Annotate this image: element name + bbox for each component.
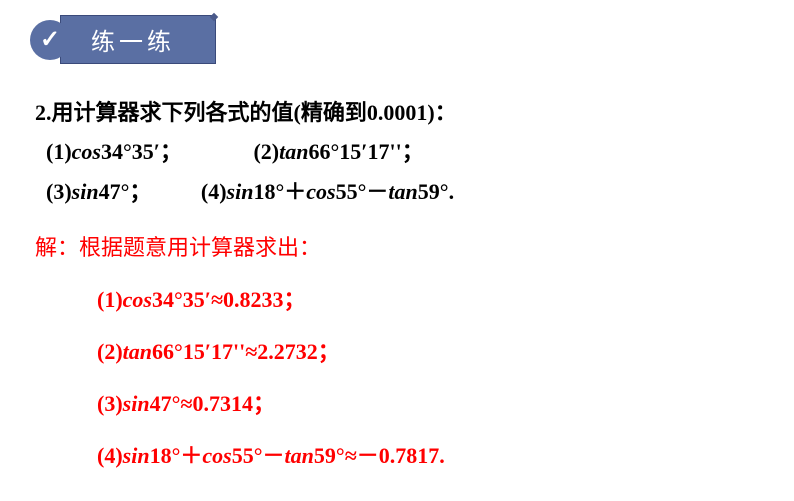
answer-intro: 解：根据题意用计算器求出： [35,230,764,262]
question-block: 2.用计算器求下列各式的值(精确到0.0001)： (1)cos34°35′； … [35,94,764,210]
question-items-row1: (1)cos34°35′； (2)tan66°15′17''； [35,133,764,170]
answer-line-3: (3)sin47°≈0.7314； [97,386,764,418]
answer-line-4: (4)sin18°＋cos55°－tan59°≈－0.7817. [97,438,764,470]
check-circle-icon: ✓ [30,20,70,60]
answer-line-2: (2)tan66°15′17''≈2.2732； [97,334,764,366]
question-item-3: (3)sin47°； [46,179,151,204]
question-item-4: (4)sin18°＋cos55°－tan59°. [201,179,454,204]
question-item-2: (2)tan66°15′17''； [253,139,423,164]
header-title: 练一练 [60,15,216,64]
question-item-1: (1)cos34°35′； [46,139,182,164]
question-prompt: 2.用计算器求下列各式的值(精确到0.0001)： [35,94,764,131]
checkmark-icon: ✓ [40,25,60,54]
section-header: ✓ 练一练 [30,15,764,64]
answer-block: 解：根据题意用计算器求出： (1)cos34°35′≈0.8233； (2)ta… [35,230,764,470]
answer-line-1: (1)cos34°35′≈0.8233； [97,282,764,314]
question-items-row2: (3)sin47°； (4)sin18°＋cos55°－tan59°. [35,173,764,210]
